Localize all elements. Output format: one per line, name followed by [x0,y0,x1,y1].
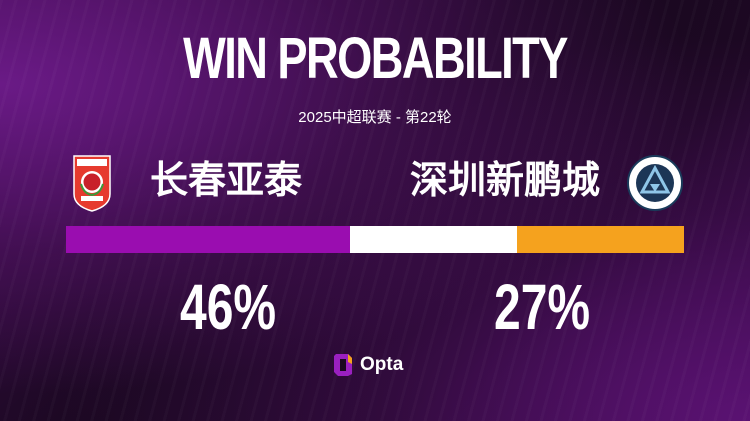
away-win-percent: 27% [494,271,591,343]
bar-segment-home-win [66,226,351,253]
home-win-percent: 46% [180,271,277,343]
page-title: WIN PROBABILITY [183,26,568,91]
home-team-name: 长春亚泰 [150,160,303,202]
win-probability-bar [66,226,684,253]
opta-label: Opta [360,354,404,375]
away-team-name: 深圳新鹏城 [410,160,601,202]
away-team-logo [627,155,683,211]
bar-segment-draw [350,226,518,253]
match-subtitle: 2025中超联赛 - 第22轮 [298,109,452,126]
bar-segment-away-win [517,226,684,253]
opta-logo-icon [334,354,352,376]
opta-brand: Opta [332,352,403,378]
home-team-logo [73,155,111,212]
